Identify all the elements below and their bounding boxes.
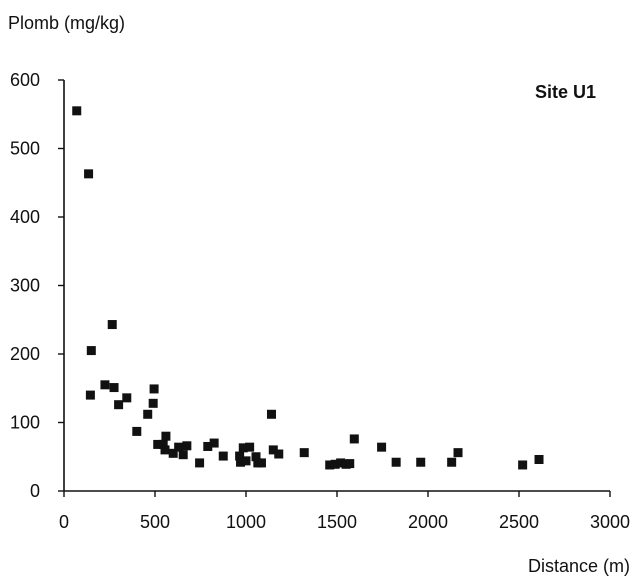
data-point (251, 452, 261, 462)
data-point (161, 431, 171, 441)
data-point (84, 169, 94, 179)
data-point (153, 439, 163, 449)
y-tick-label: 500 (10, 139, 40, 159)
x-tick-label: 0 (59, 512, 69, 532)
data-point (256, 458, 266, 468)
data-point (203, 441, 213, 451)
x-tick-label: 1000 (226, 512, 266, 532)
data-points (72, 106, 544, 470)
data-point (447, 457, 457, 467)
data-point (168, 448, 178, 458)
data-point (182, 441, 192, 451)
data-point (178, 450, 188, 460)
x-tick-label: 500 (140, 512, 170, 532)
data-point (218, 451, 228, 461)
data-point (122, 393, 132, 403)
data-point (160, 445, 170, 455)
data-point (114, 400, 124, 410)
data-point (349, 434, 359, 444)
y-tick-label: 0 (30, 481, 40, 501)
y-tick-label: 100 (10, 413, 40, 433)
data-point (345, 459, 355, 469)
data-point (86, 346, 96, 356)
data-point (100, 380, 110, 390)
data-point (158, 439, 168, 449)
data-point (391, 457, 401, 467)
data-point (149, 384, 159, 394)
data-point (174, 442, 184, 452)
x-tick-label: 3000 (590, 512, 630, 532)
y-axis-label: Plomb (mg/kg) (8, 13, 125, 33)
data-point (109, 383, 119, 393)
data-point (299, 448, 309, 458)
data-point (235, 451, 245, 461)
y-tick-label: 300 (10, 276, 40, 296)
data-point (266, 409, 276, 419)
data-point (209, 438, 219, 448)
data-point (107, 320, 117, 330)
site-annotation: Site U1 (535, 82, 596, 102)
x-tick-label: 1500 (317, 512, 357, 532)
data-point (238, 443, 248, 453)
data-point (274, 449, 284, 459)
data-point (416, 457, 426, 467)
x-tick-label: 2500 (499, 512, 539, 532)
data-point (377, 442, 387, 452)
axes: 0 100 200 300 400 500 600 0 500 1000 1500 2000 2500 3… (10, 70, 630, 532)
data-point (534, 454, 544, 464)
data-point (143, 409, 153, 419)
data-point (241, 456, 251, 466)
data-point (132, 426, 142, 436)
y-tick-label: 200 (10, 344, 40, 364)
data-point (85, 390, 95, 400)
data-point (330, 459, 340, 469)
y-tick-label: 400 (10, 207, 40, 227)
data-point (72, 106, 82, 116)
x-tick-label: 2000 (408, 512, 448, 532)
data-point (148, 398, 158, 408)
x-axis-label: Distance (m) (528, 556, 630, 576)
data-point (245, 442, 255, 452)
data-point (336, 458, 346, 468)
data-point (518, 460, 528, 470)
data-point (325, 460, 335, 470)
data-point (195, 458, 205, 468)
data-point (268, 445, 278, 455)
y-tick-label: 600 (10, 70, 40, 90)
data-point (236, 457, 246, 467)
data-point (453, 448, 463, 458)
